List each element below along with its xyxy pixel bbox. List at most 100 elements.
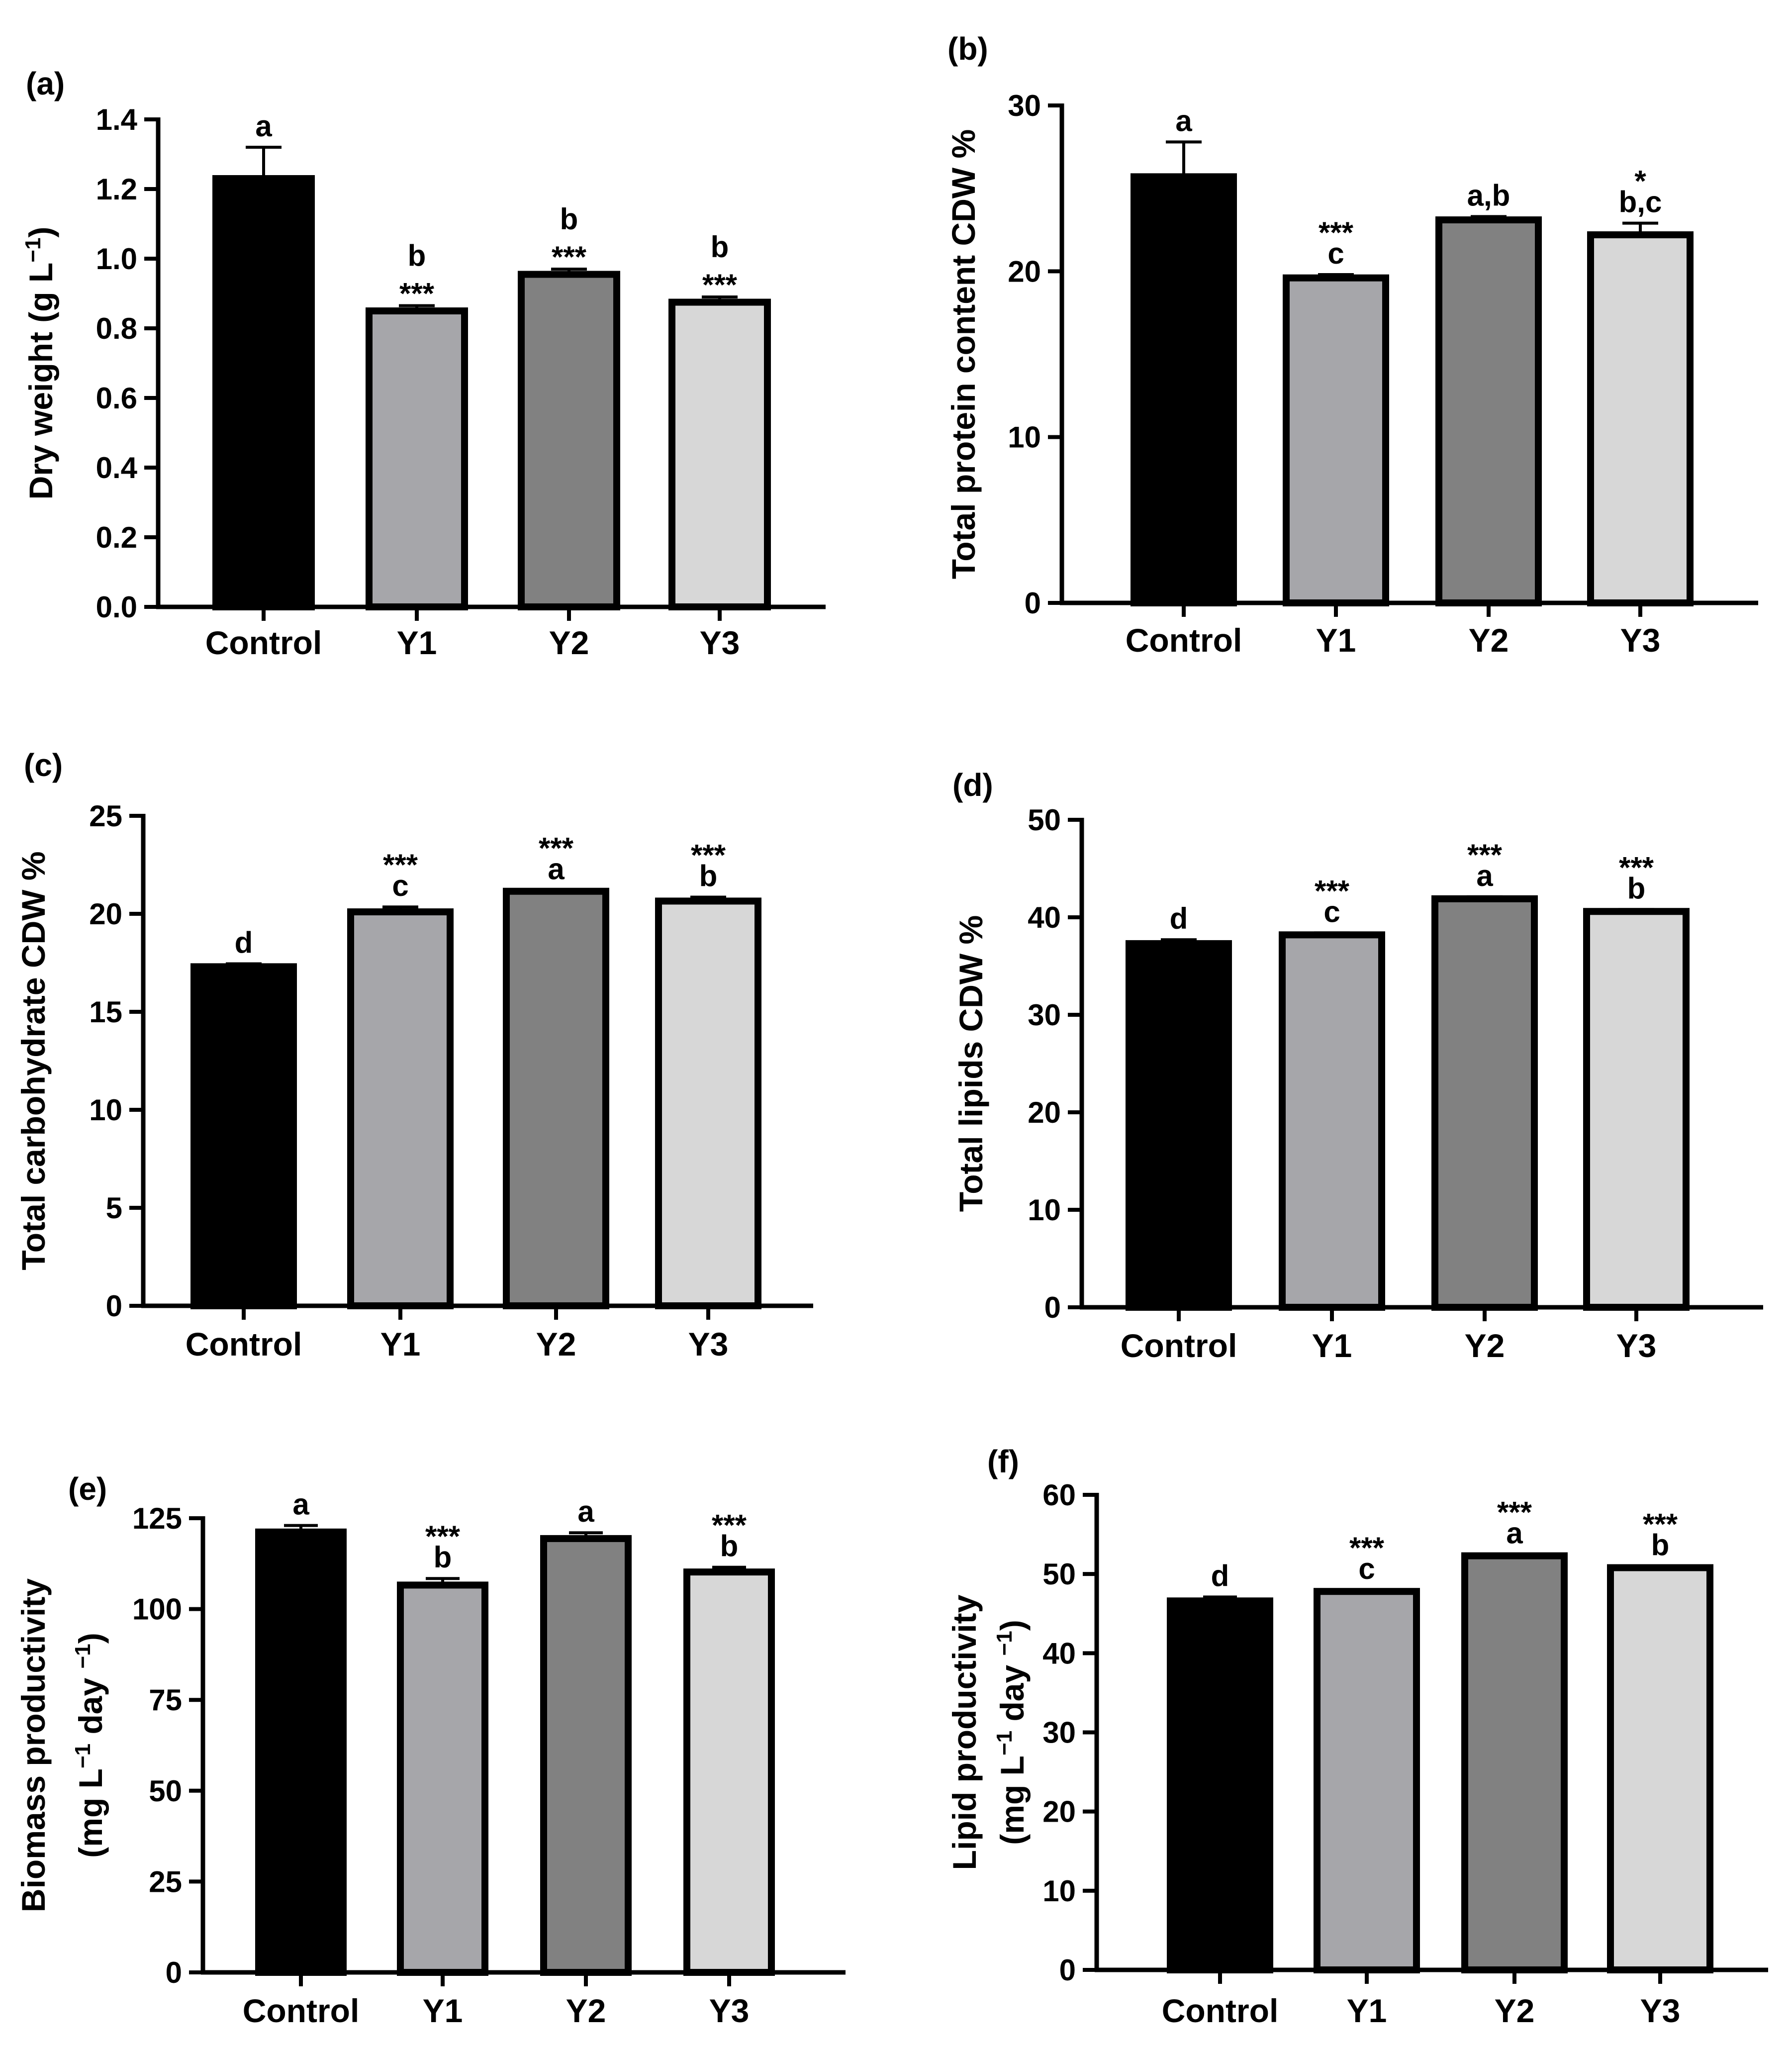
panel-d: (d)dControlc***Y1a***Y2b***Y301020304050… [952,767,1763,1364]
y-tick-label: 1.0 [96,242,137,276]
panel-label: (e) [68,1471,107,1507]
error-bar [226,962,262,967]
significance-stars: *** [1315,874,1350,907]
x-tick-label: Y2 [1495,1992,1535,2029]
x-tick-label: Control [1126,622,1242,659]
y-tick-label: 0 [1044,1291,1061,1324]
error-bar [1467,895,1503,899]
x-tick-label: Y3 [700,624,740,661]
panel-label: (a) [26,66,65,101]
significance-stars: *** [1319,216,1354,249]
group-letter: a [1175,104,1192,137]
y-tick-label: 10 [1008,421,1041,454]
y-axis-title: Total carbohydrate CDW % [15,851,52,1270]
group-letter: b [1627,872,1646,905]
x-tick-label: Y3 [1640,1992,1681,2029]
panel-e: (e) aControlb***Y1aY2b***Y30255075100125B… [15,1471,846,2029]
error-bar [382,905,418,912]
y-tick-label: 60 [1042,1478,1076,1512]
bar-y2 [1431,895,1538,1311]
significance-stars: *** [1467,838,1503,872]
error-bar [1318,273,1354,278]
y-axis-units: (mg L−1 day −1) [992,1620,1031,1845]
panel-f: (f)dControlc***Y1a***Y2b***Y301020304050… [946,1444,1768,2029]
group-letter: b [711,230,729,264]
error-bar [1618,908,1654,912]
error-bar [712,1565,746,1572]
bar-control [212,175,315,610]
bar-y2 [1461,1552,1568,1973]
bar-y1 [1314,1588,1420,1973]
error-bar [284,1524,318,1532]
group-letter: b [408,239,426,273]
error-bar [1471,215,1507,220]
x-tick-label: Y2 [1465,1327,1505,1364]
y-tick-label: 0 [1025,586,1041,620]
bar-y1 [347,908,454,1310]
y-tick-label: 1.4 [96,103,138,136]
y-tick-label: 20 [1028,1096,1061,1129]
group-letter: c [392,869,408,902]
significance-stars: *** [702,268,738,301]
error-bar [690,895,726,901]
error-bar [538,888,574,892]
significance-stars: *** [399,277,435,310]
panel-label: (d) [952,767,993,803]
group-letter: a [548,853,565,886]
y-axis-title: Total lipids CDW % [952,915,989,1212]
x-tick-label: Y1 [1316,622,1356,659]
y-tick-label: 10 [89,1093,122,1127]
y-axis-title: Total protein content CDW % [945,129,982,579]
error-bar [1161,938,1197,944]
group-letter: d [1211,1559,1229,1592]
error-bar [246,146,282,179]
group-letter: d [235,926,253,959]
bar-y1 [397,1581,488,1976]
significance-stars: *** [552,240,587,274]
bar-y2 [1435,216,1542,606]
x-tick-label: Y3 [688,1326,729,1363]
group-letter: a,b [1467,179,1510,212]
y-tick-label: 20 [1042,1795,1076,1829]
significance-stars: *** [1619,851,1654,884]
panel-b: (b) a Control c*** Y1 a,b Y2 b,c* Y3 0 10 20 30 Total… [945,31,1758,659]
y-tick-label: 0.6 [96,382,137,415]
x-tick-label: Y1 [397,624,437,661]
significance-stars: *** [691,839,726,872]
group-letter: b [1651,1528,1670,1561]
significance-stars: *** [383,848,418,881]
bar-y1 [366,307,468,610]
y-tick-label: 20 [1008,255,1041,288]
error-bar [1622,221,1658,235]
error-bar [551,268,587,275]
x-tick-label: Control [1121,1327,1237,1364]
error-bar [426,1577,460,1585]
x-tick-label: Y2 [549,624,589,661]
y-tick-label: 0 [1059,1953,1076,1987]
y-tick-label: 25 [149,1865,182,1898]
bar-y3 [1607,1564,1713,1973]
bar-y3 [1583,908,1690,1311]
y-axis-title: Biomass productivity [15,1578,52,1912]
bar-y3 [655,897,761,1309]
significance-stars: *** [1497,1495,1532,1529]
bar-y2 [540,1535,632,1976]
y-tick-label: 0.2 [96,521,137,554]
group-letter: b [560,202,578,236]
group-letter: a [577,1495,594,1528]
group-letter: b [720,1530,739,1563]
x-tick-label: Control [205,624,322,661]
error-bar [1203,1595,1237,1601]
significance-stars: *** [712,1509,747,1542]
significance-stars: * [1634,165,1646,198]
y-tick-label: 0.0 [96,590,137,624]
group-letter: a [1476,859,1493,892]
significance-stars: *** [539,832,574,865]
panel-label: (c) [24,747,63,783]
panel-label: (f) [987,1444,1019,1479]
y-tick-label: 30 [1042,1716,1076,1750]
y-tick-label: 0.4 [96,451,138,485]
bar-y2 [518,271,620,610]
y-tick-label: 75 [149,1683,182,1717]
